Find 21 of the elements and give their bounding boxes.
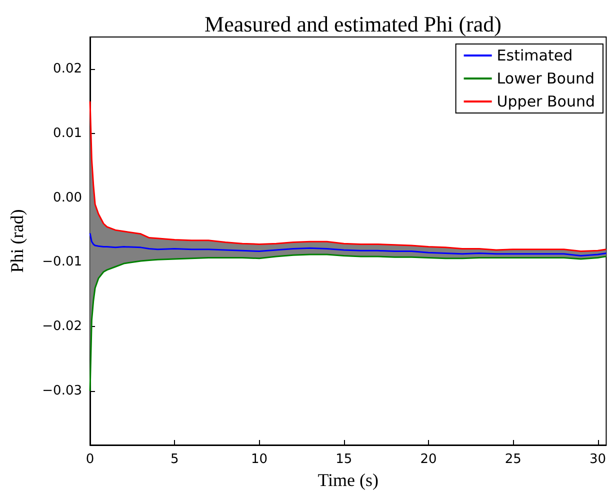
x-tick-label: 0 bbox=[86, 452, 94, 467]
y-axis-title: Phi (rad) bbox=[7, 209, 27, 273]
y-tick-label: −0.01 bbox=[42, 254, 82, 270]
line-series bbox=[89, 254, 607, 392]
y-tick-label: 0.01 bbox=[53, 126, 82, 142]
x-tick-label: 10 bbox=[250, 452, 268, 467]
y-tick-label: 0.00 bbox=[53, 190, 82, 206]
line-series bbox=[89, 232, 607, 257]
y-tick-label: −0.03 bbox=[42, 383, 82, 398]
x-tick-label: 5 bbox=[170, 452, 179, 467]
y-tick-label: 0.02 bbox=[53, 62, 82, 77]
x-tick-label: 20 bbox=[420, 452, 437, 467]
x-axis-title: Time (s) bbox=[318, 470, 379, 490]
x-tick-label: 15 bbox=[336, 452, 352, 467]
legend-label: Lower Bound bbox=[496, 70, 595, 88]
x-tick-label: 25 bbox=[504, 452, 522, 467]
legend-label: Upper Bound bbox=[496, 92, 596, 110]
legend-label: Estimated bbox=[496, 46, 573, 64]
x-tick-label: 30 bbox=[589, 452, 606, 467]
chart-title: Measured and estimated Phi (rad) bbox=[204, 12, 502, 36]
y-tick-label: −0.02 bbox=[42, 319, 82, 334]
